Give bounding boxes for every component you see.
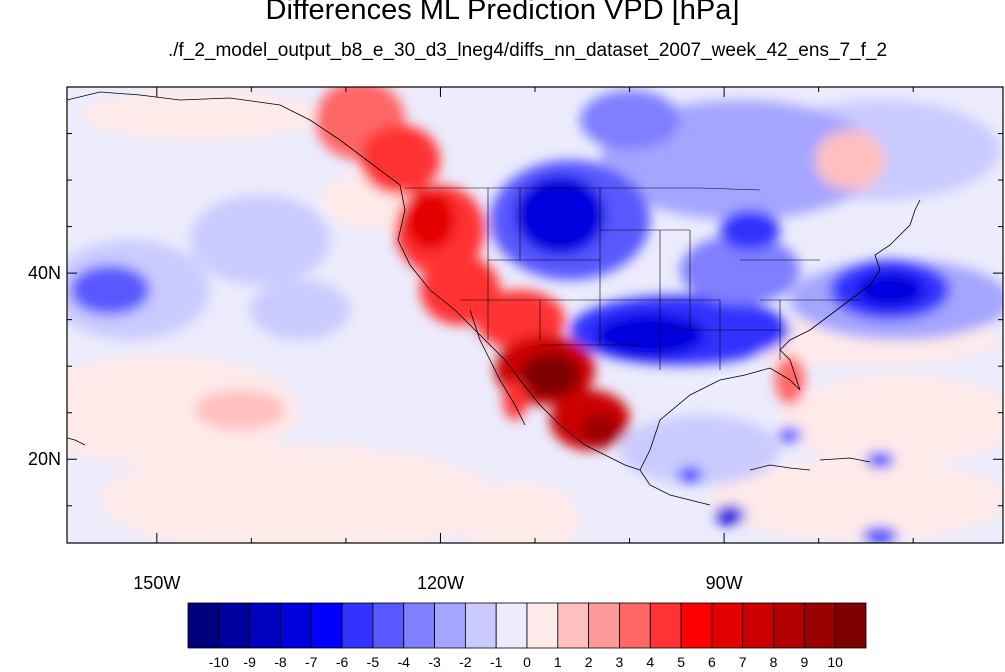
colorbar-swatch xyxy=(218,602,251,649)
colorbar-swatch xyxy=(834,602,867,649)
colorbar-label: 8 xyxy=(770,654,778,670)
lat-label: 40N xyxy=(28,263,61,283)
lon-label: 90W xyxy=(706,573,743,593)
colorbar-label: -10 xyxy=(209,654,229,670)
colorbar-swatch xyxy=(711,602,744,649)
colorbar-label: 9 xyxy=(800,654,808,670)
colorbar xyxy=(187,602,867,649)
colorbar-label: 6 xyxy=(708,654,716,670)
colorbar-label: -4 xyxy=(398,654,411,670)
colorbar-label: -9 xyxy=(243,654,256,670)
colorbar-label: 2 xyxy=(585,654,593,670)
colorbar-label: 10 xyxy=(827,654,843,670)
colorbar-swatch xyxy=(403,602,435,649)
lon-label: 150W xyxy=(133,573,180,593)
colorbar-swatch xyxy=(803,602,836,649)
colorbar-swatch xyxy=(249,602,281,649)
colorbar-label: -1 xyxy=(490,654,503,670)
colorbar-label: 0 xyxy=(523,654,531,670)
colorbar-label: -5 xyxy=(367,654,380,670)
colorbar-label: 1 xyxy=(554,654,562,670)
colorbar-swatch xyxy=(310,602,343,649)
colorbar-labels: -10 -9 -8 -7 -6 -5 -4 -3 -2 -1 0 1 2 3 4 5 6 7 8 9 10 xyxy=(209,654,843,670)
colorbar-swatch xyxy=(464,602,497,649)
colorbar-swatch xyxy=(495,602,528,649)
lon-label: 120W xyxy=(417,573,464,593)
map-title: Differences ML Prediction VPD [hPa] xyxy=(265,0,740,26)
colorbar-swatch xyxy=(649,602,682,649)
map-subtitle: ./f_2_model_output_b8_e_30_d3_lneg4/diff… xyxy=(167,40,888,61)
colorbar-label: 7 xyxy=(739,654,747,670)
colorbar-swatch xyxy=(187,602,220,649)
colorbar-swatch xyxy=(372,602,405,649)
state-borders xyxy=(405,187,860,370)
colorbar-label: -2 xyxy=(459,654,472,670)
colorbar-swatch xyxy=(341,602,374,649)
colorbar-label: 4 xyxy=(646,654,654,670)
longitude-labels: 150W 120W 90W xyxy=(133,573,742,593)
colorbar-swatch xyxy=(434,602,466,649)
colorbar-label: -7 xyxy=(305,654,318,670)
colorbar-swatch xyxy=(773,602,805,649)
vpd-difference-field xyxy=(67,87,1003,543)
axis-ticks xyxy=(67,86,1003,543)
colorbar-swatch xyxy=(680,602,713,649)
colorbar-swatch xyxy=(280,602,312,649)
colorbar-swatch xyxy=(588,602,620,649)
colorbar-label: 3 xyxy=(616,654,624,670)
colorbar-swatch xyxy=(526,602,559,649)
colorbar-label: 5 xyxy=(677,654,685,670)
colorbar-swatch xyxy=(557,602,590,649)
latitude-labels: 40N 20N xyxy=(28,263,61,469)
lat-label: 20N xyxy=(28,449,61,469)
colorbar-swatch xyxy=(619,602,651,649)
colorbar-swatch xyxy=(742,602,774,649)
colorbar-label: -6 xyxy=(336,654,349,670)
colorbar-label: -8 xyxy=(274,654,287,670)
colorbar-label: -3 xyxy=(428,654,441,670)
coastlines xyxy=(67,91,921,506)
